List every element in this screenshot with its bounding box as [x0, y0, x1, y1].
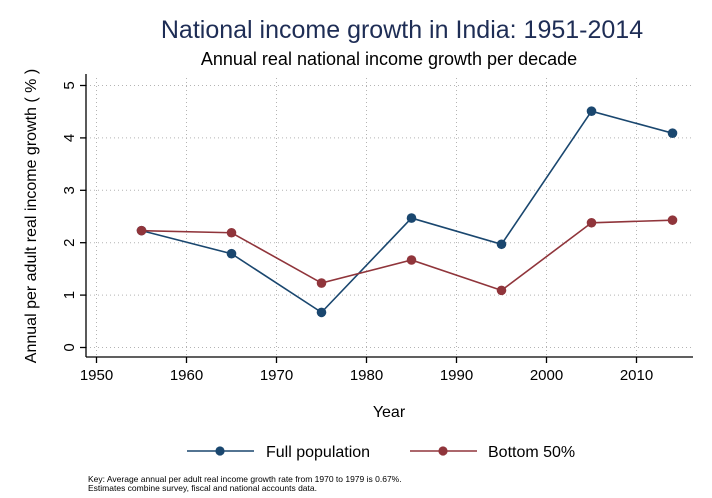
- point-bottom-50: [586, 217, 597, 228]
- chart-title: National income growth in India: 1951-20…: [161, 16, 643, 44]
- legend-label-bottom-50: Bottom 50%: [488, 444, 575, 461]
- y-tick-label: 1: [61, 291, 78, 299]
- series-full-population: [136, 106, 678, 318]
- point-bottom-50: [226, 227, 237, 238]
- point-full-population: [667, 128, 678, 138]
- x-tick-label: 1990: [440, 367, 473, 384]
- legend-marker-full-population: [215, 446, 225, 456]
- point-full-population: [406, 213, 417, 223]
- point-bottom-50: [406, 255, 417, 265]
- line-bottom-50: [141, 219, 673, 292]
- point-full-population: [226, 248, 237, 259]
- x-tick-label: 2010: [620, 367, 653, 384]
- x-tick-label: 1970: [260, 367, 293, 384]
- note-line-2: Estimates combine survey, fiscal and nat…: [88, 483, 317, 493]
- point-bottom-50: [136, 225, 147, 236]
- x-ticks: 1950 1960 1970 1980 1990 2000 2010: [80, 357, 653, 384]
- y-tick-label: 5: [61, 81, 78, 89]
- series-group: [136, 106, 678, 318]
- point-bottom-50: [496, 285, 507, 296]
- legend: Full population Bottom 50%: [187, 444, 575, 461]
- x-tick-label: 2000: [530, 367, 563, 384]
- y-tick-label: 0: [61, 343, 78, 351]
- x-tick-label: 1950: [80, 367, 113, 384]
- point-bottom-50: [667, 215, 678, 225]
- axes: [85, 74, 693, 358]
- legend-label-full-population: Full population: [266, 444, 370, 461]
- series-bottom-50: [136, 215, 678, 296]
- chart-subtitle: Annual real national income growth per d…: [201, 49, 577, 69]
- y-ticks: 0 1 2 3 4 5: [61, 81, 86, 352]
- note-line-1: Key: Average annual per adult real incom…: [88, 474, 402, 484]
- line-full-population: [141, 110, 673, 314]
- legend-marker-bottom-50: [438, 446, 448, 456]
- x-axis-label: Year: [373, 404, 406, 421]
- y-tick-label: 3: [61, 186, 78, 194]
- x-tick-label: 1980: [350, 367, 383, 384]
- y-tick-label: 2: [61, 239, 78, 247]
- point-full-population: [316, 307, 327, 318]
- gridlines: [86, 78, 693, 357]
- point-full-population: [586, 106, 597, 116]
- y-tick-label: 4: [61, 134, 78, 142]
- x-tick-label: 1960: [170, 367, 203, 384]
- y-axis-label: Annual per adult real income growth ( % …: [23, 69, 40, 363]
- point-bottom-50: [316, 278, 327, 288]
- point-full-population: [496, 239, 507, 250]
